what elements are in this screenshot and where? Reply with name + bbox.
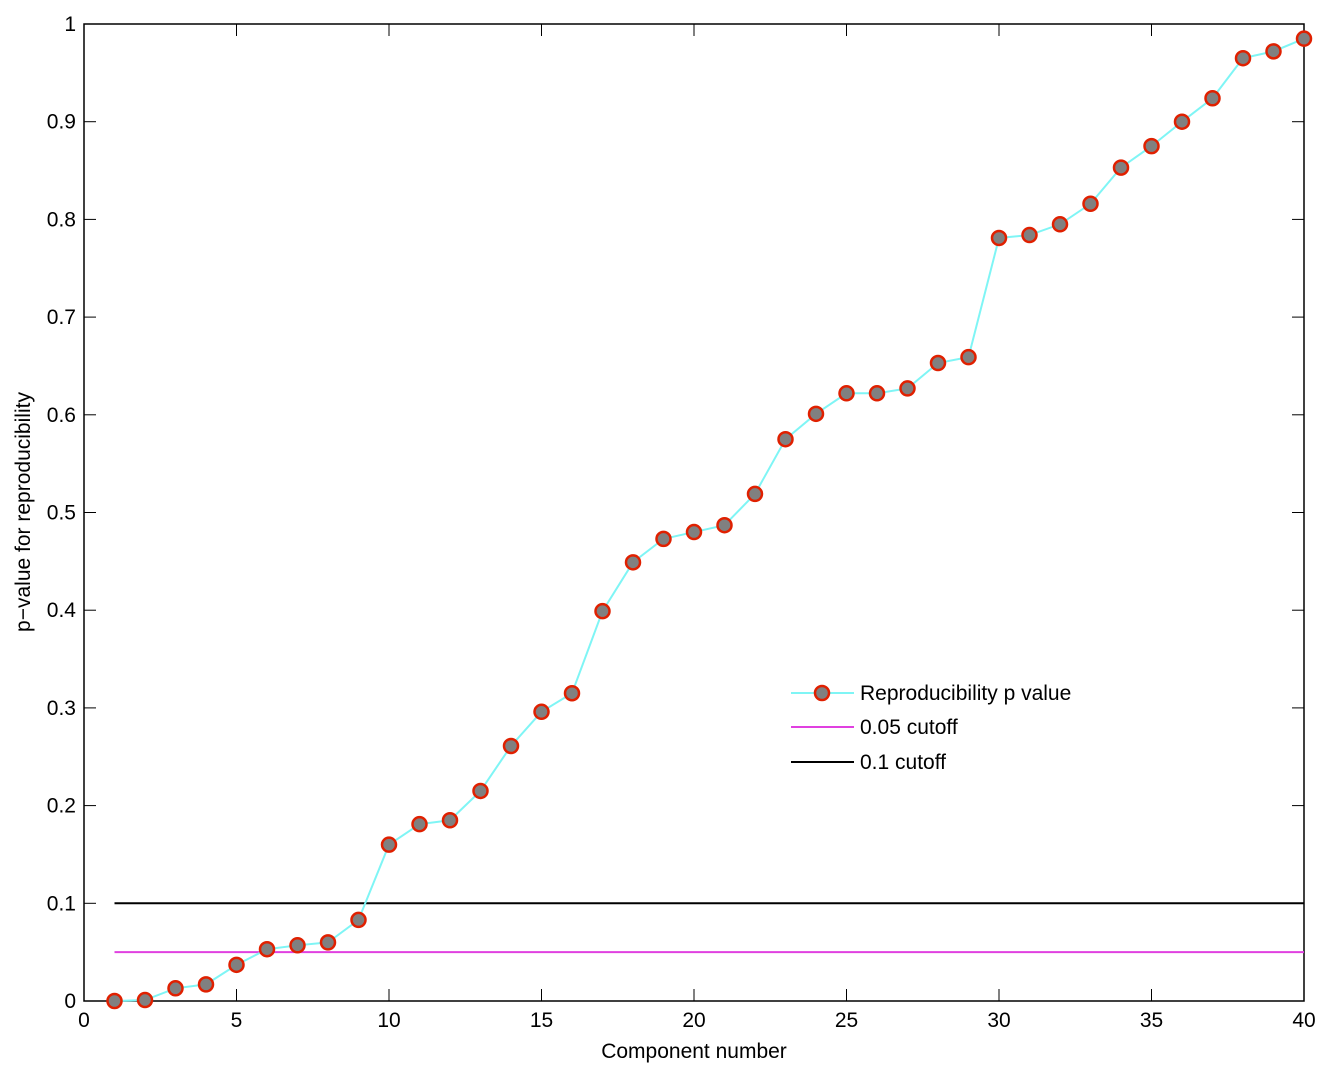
legend-label: Reproducibility p value: [860, 682, 1071, 705]
axes: 0 5 10 15 20 25 30 35 40 0 0.1 0.2 0.3 0.4 0.5 0.6 0.7 0.…: [47, 13, 1316, 1032]
y-tick-label: 1: [64, 13, 76, 36]
data-point-marker: [289, 937, 306, 954]
x-tick-label: 5: [231, 1009, 243, 1032]
data-point-marker: [868, 385, 886, 402]
x-axis-label: Component number: [601, 1040, 787, 1063]
data-point-marker: [319, 934, 337, 951]
data-point-marker: [1204, 90, 1221, 107]
data-point-marker: [746, 485, 764, 503]
legend-item-reproducibility: Reproducibility p value: [791, 682, 1071, 705]
data-point-marker: [533, 703, 550, 721]
x-tick-label: 15: [530, 1009, 553, 1032]
data-point-marker: [380, 836, 398, 853]
x-tick-label: 0: [78, 1009, 90, 1032]
data-point-marker: [563, 684, 581, 702]
data-point-marker: [502, 737, 520, 755]
y-tick-label: 0.4: [47, 599, 77, 622]
data-point-marker: [197, 976, 215, 993]
series-layer: [106, 30, 1313, 1010]
y-tick-label: 0.5: [47, 502, 76, 525]
legend-item-005-cutoff: 0.05 cutoff: [791, 716, 958, 739]
data-point-marker: [899, 380, 916, 397]
legend: Reproducibility p value 0.05 cutoff 0.1 …: [791, 682, 1071, 774]
y-tick-label: 0.9: [47, 111, 76, 134]
data-point-marker: [777, 430, 794, 448]
data-point-marker: [1265, 43, 1282, 60]
data-point-marker: [594, 602, 611, 620]
data-point-marker: [411, 815, 428, 833]
data-point-marker: [838, 385, 855, 402]
legend-label: 0.1 cutoff: [860, 751, 946, 774]
data-point-marker: [1295, 30, 1313, 47]
y-tick-label: 0.3: [47, 697, 76, 720]
y-tick-label: 0.6: [47, 404, 76, 427]
x-tick-label: 10: [377, 1009, 400, 1032]
legend-item-01-cutoff: 0.1 cutoff: [791, 751, 946, 774]
data-point-marker: [929, 354, 947, 372]
x-tick-label: 30: [987, 1009, 1010, 1032]
data-point-marker: [807, 405, 825, 423]
legend-marker-icon: [813, 684, 831, 702]
data-point-marker: [441, 812, 459, 829]
y-tick-label: 0.7: [47, 306, 76, 329]
data-point-marker: [136, 991, 154, 1009]
y-axis-label: p−value for reproducibility: [12, 392, 35, 632]
data-point-marker: [716, 516, 733, 534]
data-point-marker: [1143, 137, 1160, 155]
y-tick-label: 0.2: [47, 795, 76, 818]
x-tick-label: 40: [1292, 1009, 1315, 1032]
series-line: [114, 37, 1305, 1002]
data-point-marker: [1051, 216, 1069, 233]
data-point-marker: [350, 911, 367, 929]
x-tick-label: 20: [682, 1009, 705, 1032]
y-tick-label: 0.1: [47, 892, 76, 915]
data-point-marker: [106, 992, 123, 1010]
data-point-marker: [1112, 159, 1130, 176]
y-tick-label: 0.8: [47, 208, 76, 231]
data-point-marker: [960, 348, 977, 366]
y-tick-label: 0: [64, 990, 76, 1013]
data-point-marker: [1173, 113, 1191, 130]
x-tick-label: 25: [835, 1009, 858, 1032]
data-point-marker: [655, 530, 672, 548]
x-tick-label: 35: [1140, 1009, 1163, 1032]
data-point-marker: [1234, 49, 1252, 67]
data-point-marker: [685, 523, 703, 541]
data-point-marker: [258, 940, 276, 958]
data-point-marker: [1082, 195, 1099, 213]
legend-label: 0.05 cutoff: [860, 716, 958, 739]
data-point-marker: [624, 554, 642, 571]
data-point-marker: [167, 980, 184, 997]
data-point-marker: [990, 229, 1008, 247]
data-point-marker: [1021, 226, 1038, 244]
data-point-marker: [472, 782, 489, 800]
data-point-marker: [228, 956, 245, 974]
